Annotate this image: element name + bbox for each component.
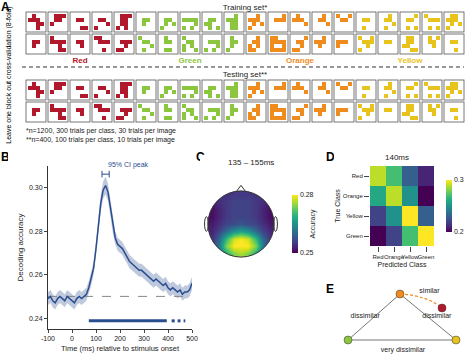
svg-text:Predicted Class: Predicted Class <box>377 261 427 268</box>
svg-text:0.28: 0.28 <box>29 228 43 235</box>
svg-text:500: 500 <box>186 335 198 342</box>
svg-text:Red: Red <box>372 254 383 260</box>
svg-text:Decoding accuracy: Decoding accuracy <box>16 213 25 281</box>
svg-text:Testing set**: Testing set** <box>223 70 267 79</box>
svg-text:Time (ms) relative to stimulus: Time (ms) relative to stimulus onset <box>61 344 180 353</box>
svg-text:Green: Green <box>178 56 201 65</box>
svg-text:135 – 155ms: 135 – 155ms <box>228 158 274 167</box>
svg-text:Green: Green <box>346 233 363 239</box>
svg-text:0.25: 0.25 <box>300 249 314 256</box>
svg-text:400: 400 <box>162 335 174 342</box>
svg-text:Red: Red <box>352 173 363 179</box>
svg-text:Yellow: Yellow <box>346 213 364 219</box>
svg-text:dissimilar: dissimilar <box>422 312 452 319</box>
svg-text:True Class: True Class <box>334 189 341 223</box>
svg-text:100: 100 <box>90 335 102 342</box>
html-text:E: E <box>326 282 334 296</box>
svg-text:Accuracy: Accuracy <box>309 209 317 238</box>
svg-text:0.26: 0.26 <box>29 271 43 278</box>
svg-text:Orange: Orange <box>286 56 315 65</box>
svg-text:Red: Red <box>72 56 87 65</box>
svg-text:0.28: 0.28 <box>300 191 314 198</box>
svg-text:Green: Green <box>418 254 435 260</box>
html-text:C: C <box>196 150 205 164</box>
svg-text:200: 200 <box>114 335 126 342</box>
html-text:B: B <box>1 150 10 164</box>
svg-text:similar: similar <box>419 287 440 294</box>
svg-text:Yellow: Yellow <box>398 56 424 65</box>
svg-text:300: 300 <box>138 335 150 342</box>
svg-text:**n=400, 100 trials per class,: **n=400, 100 trials per class, 10 trials… <box>26 136 175 144</box>
html-text:Leave one block out cross-vali: Leave one block out cross-validation (8-… <box>5 6 12 144</box>
svg-text:Orange: Orange <box>384 254 405 260</box>
svg-text:140ms: 140ms <box>385 153 409 162</box>
svg-text:0.30: 0.30 <box>29 184 43 191</box>
svg-text:Orange: Orange <box>343 193 364 199</box>
svg-text:-100: -100 <box>41 335 55 342</box>
svg-text:0: 0 <box>70 335 74 342</box>
svg-text:*n=1200, 300 trials per class,: *n=1200, 300 trials per class, 30 trials… <box>26 127 176 135</box>
svg-text:0.3: 0.3 <box>454 176 464 183</box>
svg-text:95% CI peak: 95% CI peak <box>108 161 149 169</box>
svg-text:0.2: 0.2 <box>454 228 464 235</box>
svg-text:0.24: 0.24 <box>29 315 43 322</box>
svg-text:very dissimilar: very dissimilar <box>381 346 426 354</box>
svg-text:Training set*: Training set* <box>223 3 268 12</box>
svg-text:dissimilar: dissimilar <box>351 312 381 319</box>
svg-text:Yellow: Yellow <box>401 254 419 260</box>
html-text:A: A <box>1 0 10 14</box>
html-text:D: D <box>326 150 335 164</box>
